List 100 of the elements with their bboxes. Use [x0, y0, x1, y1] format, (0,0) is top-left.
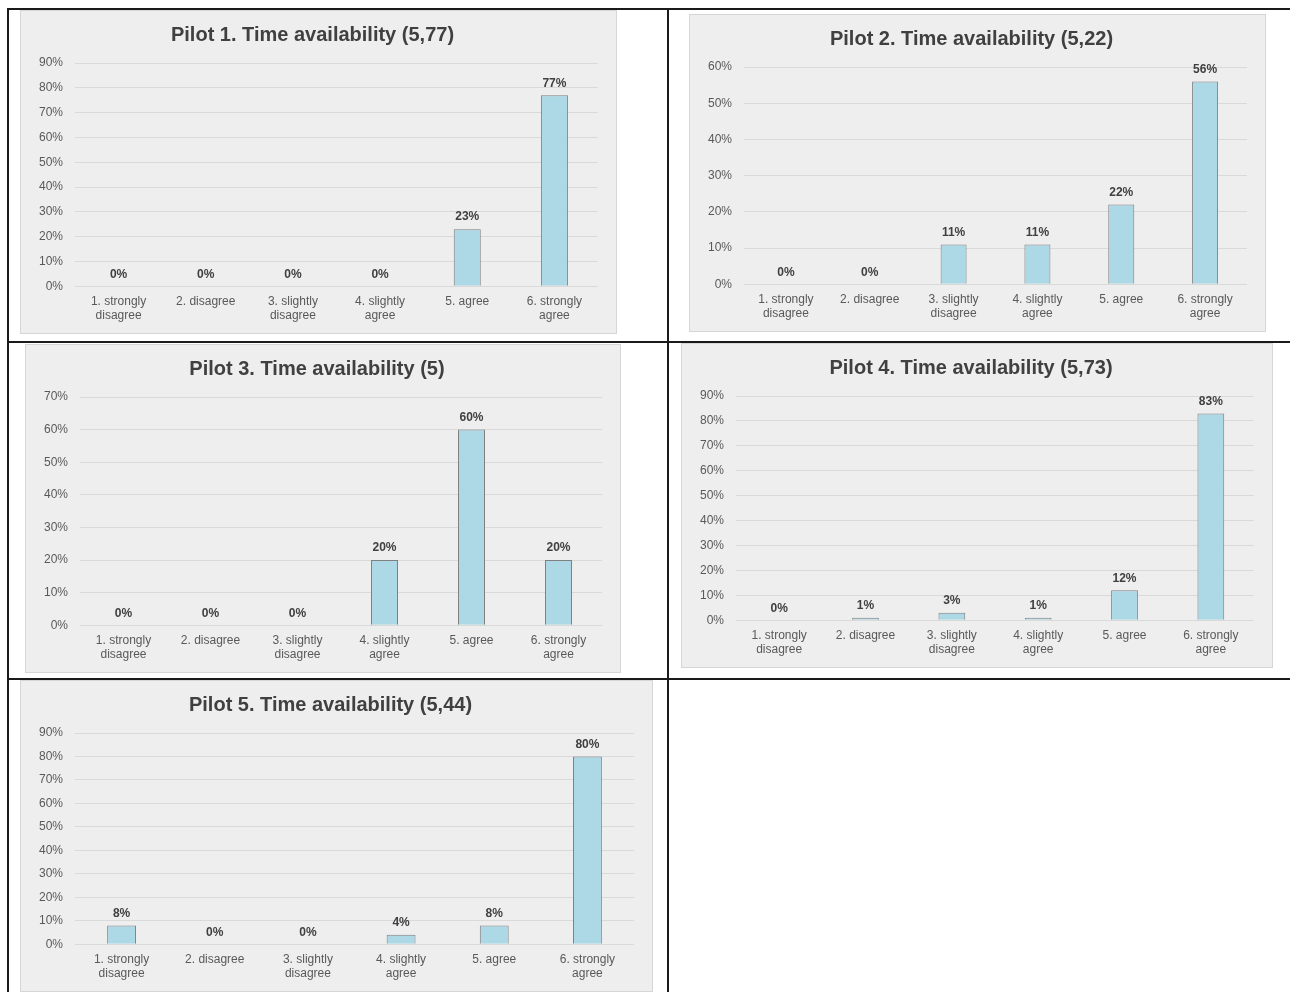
- chart-title: Pilot 3. Time availability (5): [189, 356, 445, 379]
- x-tick-label: 6. strongly agree: [559, 951, 616, 981]
- y-tick-label: 60%: [699, 463, 725, 478]
- x-tick-label: 1. strongly disagree: [758, 291, 814, 321]
- data-label: 3%: [943, 593, 961, 608]
- x-tick-label: 2. disagree: [840, 291, 900, 306]
- x-tick-label: 5. agree: [445, 293, 490, 308]
- data-label: 20%: [546, 540, 571, 555]
- data-label: 0%: [299, 924, 317, 939]
- x-tick-label: 5. agree: [1099, 291, 1144, 306]
- y-tick-label: 60%: [38, 795, 64, 810]
- data-label: 23%: [455, 209, 480, 224]
- y-tick-label: 90%: [699, 388, 725, 403]
- y-tick-label: 20%: [38, 889, 64, 904]
- y-tick-label: 40%: [699, 512, 725, 527]
- data-label: 11%: [941, 224, 966, 239]
- y-tick-label: 20%: [699, 562, 725, 577]
- x-tick-label: 5. agree: [1102, 627, 1147, 642]
- y-tick-label: 10%: [707, 240, 733, 255]
- data-label: 83%: [1198, 393, 1224, 408]
- data-label: 77%: [542, 75, 567, 90]
- y-tick-label: 20%: [38, 228, 64, 243]
- y-tick-label: 50%: [38, 819, 64, 834]
- data-label: 22%: [1109, 184, 1134, 199]
- data-label: 1%: [856, 598, 875, 613]
- y-tick-label: 0%: [714, 276, 733, 291]
- x-tick-label: 2. disagree: [180, 632, 241, 647]
- x-tick-label: 3. slightly disagree: [926, 627, 977, 657]
- x-tick-label: 4. slightly agree: [359, 632, 410, 662]
- y-tick-label: 30%: [43, 519, 69, 534]
- x-tick-label: 3. slightly disagree: [272, 632, 323, 662]
- y-tick-label: 50%: [707, 95, 733, 110]
- chart-title: Pilot 5. Time availability (5,44): [188, 692, 473, 715]
- y-tick-label: 0%: [45, 936, 64, 951]
- data-label: 60%: [459, 409, 484, 424]
- data-label: 0%: [288, 605, 307, 620]
- y-tick-label: 10%: [699, 587, 725, 602]
- data-label: 4%: [392, 915, 411, 930]
- x-tick-label: 3. slightly disagree: [282, 951, 333, 981]
- data-label: 0%: [201, 605, 220, 620]
- y-tick-label: 60%: [38, 129, 64, 144]
- x-tick-label: 2. disagree: [185, 951, 245, 966]
- data-label: 0%: [197, 266, 215, 281]
- y-tick-label: 40%: [43, 487, 69, 502]
- data-label: 0%: [371, 266, 390, 281]
- y-tick-label: 40%: [707, 131, 733, 146]
- y-tick-label: 40%: [38, 179, 64, 194]
- y-tick-label: 30%: [707, 167, 733, 182]
- y-tick-label: 30%: [38, 204, 64, 219]
- y-tick-label: 80%: [38, 748, 64, 763]
- y-tick-label: 80%: [699, 413, 725, 428]
- y-tick-label: 60%: [707, 59, 733, 74]
- y-tick-label: 20%: [43, 552, 69, 567]
- data-label: 11%: [1025, 224, 1050, 239]
- data-label: 0%: [777, 264, 795, 279]
- chart-title: Pilot 4. Time availability (5,73): [829, 355, 1113, 378]
- y-tick-label: 30%: [699, 537, 725, 552]
- data-label: 8%: [112, 905, 131, 920]
- x-tick-label: 5. agree: [472, 951, 517, 966]
- y-tick-label: 10%: [38, 913, 64, 928]
- x-tick-label: 6. strongly agree: [530, 632, 587, 662]
- x-tick-label: 6. strongly agree: [526, 293, 583, 323]
- data-label: 20%: [372, 540, 397, 555]
- x-tick-label: 4. slightly agree: [376, 951, 427, 981]
- chart-title: Pilot 1. Time availability (5,77): [170, 22, 455, 45]
- y-tick-label: 0%: [50, 617, 69, 632]
- data-label: 0%: [109, 266, 128, 281]
- y-tick-label: 10%: [38, 253, 64, 268]
- x-tick-label: 1. strongly disagree: [95, 632, 152, 662]
- x-tick-label: 4. slightly agree: [1013, 627, 1064, 657]
- y-tick-label: 20%: [707, 204, 733, 219]
- data-label: 12%: [1112, 570, 1137, 585]
- data-label: 0%: [770, 600, 789, 615]
- x-tick-label: 5. agree: [449, 632, 494, 647]
- y-tick-label: 90%: [38, 55, 64, 70]
- y-tick-label: 70%: [38, 104, 64, 119]
- x-tick-label: 4. slightly agree: [355, 293, 406, 323]
- y-tick-label: 50%: [38, 154, 64, 169]
- y-tick-label: 70%: [38, 772, 64, 787]
- x-tick-label: 2. disagree: [835, 627, 896, 642]
- y-tick-label: 70%: [43, 389, 69, 404]
- y-tick-label: 50%: [699, 487, 725, 502]
- y-tick-label: 40%: [38, 842, 64, 857]
- data-label: 80%: [575, 736, 600, 751]
- x-tick-label: 6. strongly agree: [1177, 291, 1233, 321]
- y-tick-label: 70%: [699, 438, 725, 453]
- y-tick-label: 0%: [45, 278, 64, 293]
- x-tick-label: 6. strongly agree: [1183, 627, 1239, 657]
- y-tick-label: 80%: [38, 80, 64, 95]
- y-tick-label: 30%: [38, 866, 64, 881]
- data-label: 0%: [284, 266, 302, 281]
- data-label: 0%: [114, 605, 133, 620]
- x-tick-label: 3. slightly disagree: [267, 293, 318, 323]
- data-label: 56%: [1193, 61, 1218, 76]
- x-tick-label: 1. strongly disagree: [90, 293, 147, 323]
- x-tick-label: 1. strongly disagree: [93, 951, 150, 981]
- y-tick-label: 60%: [43, 421, 69, 436]
- y-tick-label: 10%: [43, 584, 69, 599]
- x-tick-label: 4. slightly agree: [1012, 291, 1063, 321]
- data-label: 8%: [485, 905, 504, 920]
